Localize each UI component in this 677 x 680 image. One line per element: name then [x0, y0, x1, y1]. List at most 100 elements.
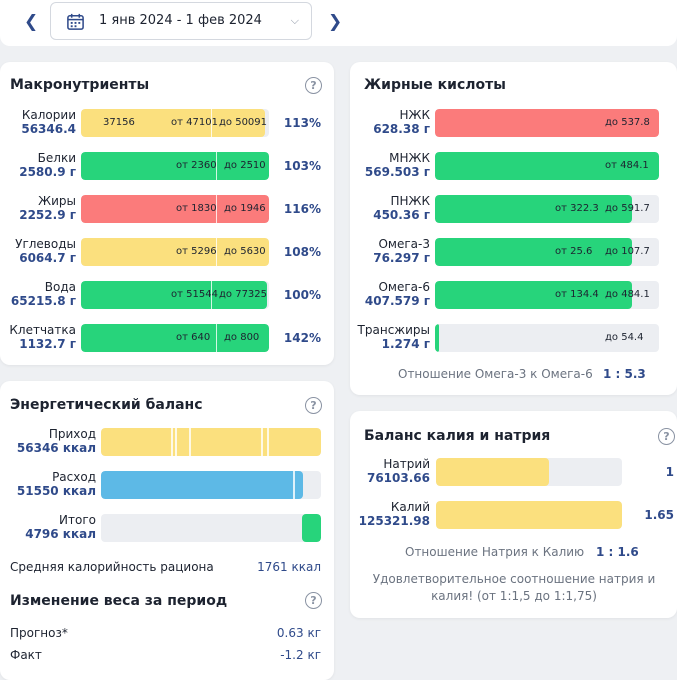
fatty-range-to: от 484.1 [605, 160, 649, 171]
fatty-range-to: до 591.7 [605, 203, 650, 214]
macro-percent: 103% [283, 159, 321, 173]
macro-range-to: до 5630 [224, 246, 266, 257]
kna-name: Калий [390, 500, 430, 514]
sodium-potassium-ratio-value: 1 : 1.6 [596, 545, 639, 559]
omega-ratio-label: Отношение Омега-3 к Омега-6 [398, 367, 593, 381]
forecast-value: 0.63 кг [276, 626, 321, 640]
macros-card: Макронутриенты ? Калории 56346.4 37156 от 4… [0, 62, 334, 365]
fatty-bar-fill [435, 281, 632, 309]
macro-range-from: от 51544 [171, 289, 218, 300]
energy-name: Приход [48, 427, 96, 441]
fatty-value: 569.503 г [364, 165, 430, 179]
date-range-text: 1 янв 2024 - 1 фев 2024 [99, 13, 262, 28]
range-tick [211, 109, 212, 137]
macro-bar-fill [81, 152, 269, 180]
range-tick [216, 324, 217, 352]
fatty-range-from: от 25.6 [555, 246, 593, 257]
fatty-bar: от 484.1 [435, 152, 659, 180]
fatty-acids-card: Жирные кислоты НЖК 628.38 г до 537.8 МНЖК 56… [350, 62, 677, 395]
fatty-value: 76.297 г [373, 251, 430, 265]
energy-bar [101, 471, 321, 499]
energy-value: 51550 ккал [16, 484, 96, 498]
weight-title: Изменение веса за период [10, 593, 228, 609]
macro-bar-fill [81, 109, 265, 137]
fatty-label: НЖК 628.38 г [354, 108, 430, 136]
macro-label: Клетчатка 1132.7 г [4, 323, 76, 351]
help-icon[interactable]: ? [305, 77, 322, 94]
macro-value: 1132.7 г [19, 337, 76, 351]
energy-bar-fill [101, 471, 303, 499]
macro-label: Белки 2580.9 г [4, 151, 76, 179]
bar-segment-divider [261, 428, 263, 456]
macro-percent: 113% [283, 116, 321, 130]
fatty-bar-fill [435, 195, 632, 223]
omega-ratio-value: 1 : 5.3 [603, 367, 646, 381]
help-icon[interactable]: ? [305, 592, 322, 609]
range-tick [211, 281, 212, 309]
fatty-name: ПНЖК [390, 194, 431, 208]
avg-calories-label: Средняя калорийность рациона [10, 560, 214, 574]
fatty-bar: до 537.8 [435, 109, 659, 137]
fatty-name: Трансжиры [357, 323, 430, 337]
energy-name: Расход [52, 470, 96, 484]
macro-range-from: от 640 [176, 332, 211, 343]
macro-bar-fill [81, 195, 269, 223]
macro-value: 2580.9 г [19, 165, 76, 179]
energy-title: Энергетический баланс [10, 397, 203, 413]
kna-bar-fill [436, 458, 549, 486]
energy-bar-fill [302, 514, 321, 542]
chevron-right-icon[interactable]: ❯ [328, 12, 343, 32]
macro-name: Калории [21, 108, 76, 122]
fatty-value: 1.274 г [381, 337, 430, 351]
macro-name: Клетчатка [9, 323, 76, 337]
fatty-name: Омега-3 [378, 237, 430, 251]
macro-percent: 100% [283, 288, 321, 302]
fatty-range-from: от 322.3 [555, 203, 599, 214]
fatty-label: ПНЖК 450.36 г [354, 194, 430, 222]
macro-bar: от 5296 до 5630 [81, 238, 269, 266]
macro-name: Вода [44, 280, 76, 294]
macro-range-from: от 47101 [171, 117, 218, 128]
date-toolbar: ❮ 1 янв 2024 - 1 фев 2024 ⌵ ❯ [0, 0, 677, 46]
fatty-bar: до 54.4 [435, 324, 659, 352]
help-icon[interactable]: ? [305, 397, 322, 414]
energy-value: 4796 ккал [25, 527, 96, 541]
fact-value: -1.2 кг [280, 648, 321, 662]
macro-range-from: от 2360 [176, 160, 217, 171]
fatty-bar: от 25.6 до 107.7 [435, 238, 659, 266]
macro-bar: от 51544 до 77325 [81, 281, 269, 309]
fatty-range-to: до 107.7 [605, 246, 650, 257]
energy-label: Расход 51550 ккал [4, 470, 96, 498]
macro-range-to: до 50091 [219, 117, 268, 128]
macro-value: 2252.9 г [19, 208, 76, 222]
fatty-range-to: до 484.1 [605, 289, 650, 300]
fatty-bar-fill [435, 238, 632, 266]
macro-bar: от 640 до 800 [81, 324, 269, 352]
kna-bar [436, 458, 622, 486]
fatty-bar-fill [435, 152, 659, 180]
macros-title: Макронутриенты [10, 77, 150, 93]
energy-label: Приход 56346 ккал [4, 427, 96, 455]
chevron-left-icon[interactable]: ❮ [24, 12, 39, 32]
macro-bar-fill [81, 238, 269, 266]
range-tick [216, 238, 217, 266]
fatty-bar: от 322.3 до 591.7 [435, 195, 659, 223]
bar-segment-divider [267, 428, 269, 456]
date-range-picker[interactable]: 1 янв 2024 - 1 фев 2024 ⌵ [50, 2, 312, 40]
macro-name: Белки [37, 151, 76, 165]
calendar-icon [67, 13, 84, 30]
kna-title: Баланс калия и натрия [364, 428, 551, 444]
energy-bar [101, 428, 321, 456]
macro-label: Жиры 2252.9 г [4, 194, 76, 222]
kna-ratio: 1 [665, 465, 674, 479]
fatty-title: Жирные кислоты [364, 77, 506, 93]
fatty-name: НЖК [399, 108, 430, 122]
fatty-label: Омега-6 407.579 г [354, 280, 430, 308]
potassium-sodium-card: Баланс калия и натрия ? Натрий 76103.66 1 К… [350, 411, 677, 618]
macro-percent: 108% [283, 245, 321, 259]
macro-name: Углеводы [15, 237, 76, 251]
balance-note: Удовлетворительное соотношение натрия и … [372, 572, 656, 603]
energy-label: Итого 4796 ккал [4, 513, 96, 541]
help-icon[interactable]: ? [658, 428, 675, 445]
avg-calories-value: 1761 ккал [257, 560, 321, 574]
